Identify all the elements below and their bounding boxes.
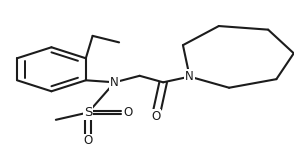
Text: N: N (110, 76, 119, 89)
Text: N: N (185, 70, 194, 83)
Text: O: O (151, 110, 161, 123)
Text: S: S (84, 106, 92, 119)
Text: O: O (123, 106, 133, 119)
Text: O: O (83, 134, 93, 148)
